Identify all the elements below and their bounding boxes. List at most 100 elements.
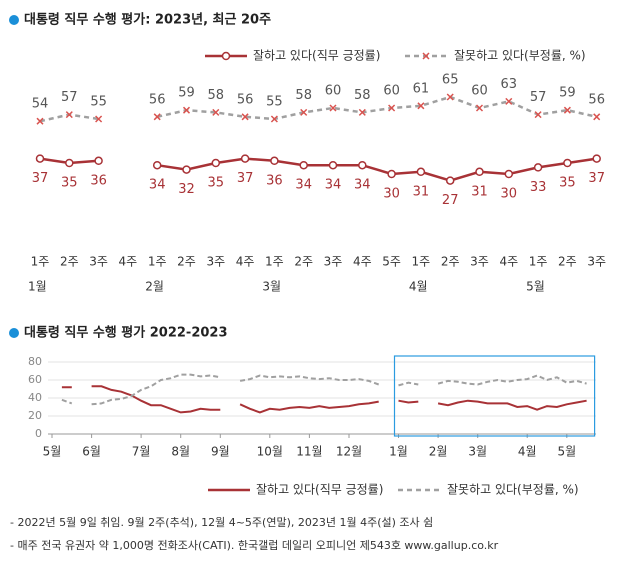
point [182, 165, 191, 174]
x-tick-label: 4월 [518, 445, 537, 459]
month-label: 4월 [409, 280, 428, 294]
x-tick-label: 9월 [211, 445, 230, 459]
x-tick-label: 4주 [499, 255, 518, 269]
data-label: 65 [442, 73, 459, 88]
point [212, 108, 220, 116]
point [182, 106, 191, 114]
point [445, 176, 455, 185]
data-label: 61 [413, 81, 430, 96]
point [358, 108, 366, 116]
data-label: 34 [354, 178, 371, 193]
x-tick-label: 4주 [353, 255, 372, 269]
data-label: 35 [208, 176, 225, 191]
legend-label: 잘하고 있다(직무 긍정률) [256, 483, 383, 497]
point [153, 113, 161, 121]
point [505, 97, 513, 105]
point [65, 111, 73, 119]
x-tick-label: 6월 [82, 445, 101, 459]
point [36, 117, 44, 125]
data-label: 55 [266, 95, 283, 110]
data-label: 57 [61, 90, 78, 105]
data-label: 54 [32, 97, 49, 112]
point [35, 154, 45, 163]
footnote: - 2022년 5월 9일 취임. 9월 2주(추석), 12월 4~5주(연말… [10, 515, 433, 529]
month-label: 5월 [526, 280, 545, 294]
legend-label: 잘못하고 있다(부정률, %) [454, 49, 586, 63]
footnote: - 매주 전국 유권자 약 1,000명 전화조사(CATI). 한국갤럽 데일… [10, 538, 499, 552]
x-tick-label: 2주 [441, 255, 460, 269]
data-label: 60 [325, 84, 342, 99]
data-label: 31 [413, 184, 430, 199]
x-tick-label: 8월 [171, 445, 190, 459]
x-tick-label: 5월 [43, 445, 62, 459]
x-tick-label: 4주 [119, 255, 138, 269]
title-bullet [9, 15, 19, 25]
x-tick-label: 3주 [587, 255, 606, 269]
data-label: 56 [237, 92, 254, 107]
point [300, 108, 308, 116]
x-tick-label: 11월 [296, 445, 322, 459]
series-line [39, 157, 597, 182]
x-tick-label: 7월 [132, 445, 151, 459]
point [299, 160, 308, 170]
legend-marker [422, 52, 430, 60]
legend-label: 잘못하고 있다(부정률, %) [447, 483, 579, 497]
chart-title: 대통령 직무 수행 평가 2022-2023 [24, 325, 228, 341]
data-label: 60 [383, 84, 400, 99]
x-tick-label: 10월 [257, 445, 283, 459]
point [95, 115, 103, 123]
data-label: 36 [266, 173, 283, 188]
x-tick-label: 2주 [177, 255, 196, 269]
point [152, 160, 162, 170]
series-line [61, 373, 587, 406]
data-label: 59 [178, 86, 195, 101]
x-tick-label: 3주 [89, 255, 108, 269]
x-tick-label: 1주 [148, 255, 167, 269]
data-label: 35 [559, 176, 576, 191]
y-tick-label: 60 [28, 373, 42, 386]
x-tick-label: 1월 [389, 445, 408, 459]
data-label: 56 [588, 92, 605, 107]
data-label: 33 [530, 180, 547, 195]
point [446, 93, 454, 101]
point [65, 158, 74, 168]
x-tick-label: 5월 [557, 445, 576, 459]
data-label: 31 [471, 184, 488, 199]
x-tick-label: 2주 [60, 255, 79, 269]
x-tick-label: 5주 [382, 255, 401, 269]
x-tick-label: 1주 [265, 255, 284, 269]
data-label: 58 [354, 88, 371, 103]
data-label: 59 [559, 86, 576, 101]
legend-marker [221, 51, 231, 61]
x-tick-label: 2주 [294, 255, 313, 269]
data-label: 35 [61, 176, 78, 191]
x-tick-label: 12월 [336, 445, 362, 459]
series-line [61, 385, 587, 414]
data-label: 37 [237, 171, 254, 186]
point [593, 113, 601, 121]
point [358, 160, 367, 170]
legend-label: 잘하고 있다(직무 긍정률) [253, 49, 380, 63]
y-tick-label: 0 [35, 427, 42, 440]
x-tick-label: 3주 [206, 255, 225, 269]
data-label: 55 [90, 95, 107, 110]
x-tick-label: 1주 [412, 255, 431, 269]
y-tick-label: 40 [28, 391, 42, 404]
data-label: 63 [501, 77, 518, 92]
point [387, 169, 396, 179]
data-label: 60 [471, 84, 488, 99]
x-tick-label: 4주 [236, 255, 255, 269]
data-label: 58 [295, 88, 312, 103]
point [270, 115, 278, 123]
chart-title: 대통령 직무 수행 평가: 2023년, 최근 20주 [24, 12, 271, 28]
x-tick-label: 3주 [324, 255, 343, 269]
point [563, 106, 571, 114]
data-label: 34 [295, 178, 312, 193]
point [534, 111, 542, 119]
y-tick-label: 20 [28, 409, 42, 422]
point [475, 104, 484, 112]
data-label: 30 [383, 187, 400, 202]
point [240, 154, 250, 163]
point [329, 104, 337, 112]
point [504, 169, 514, 179]
